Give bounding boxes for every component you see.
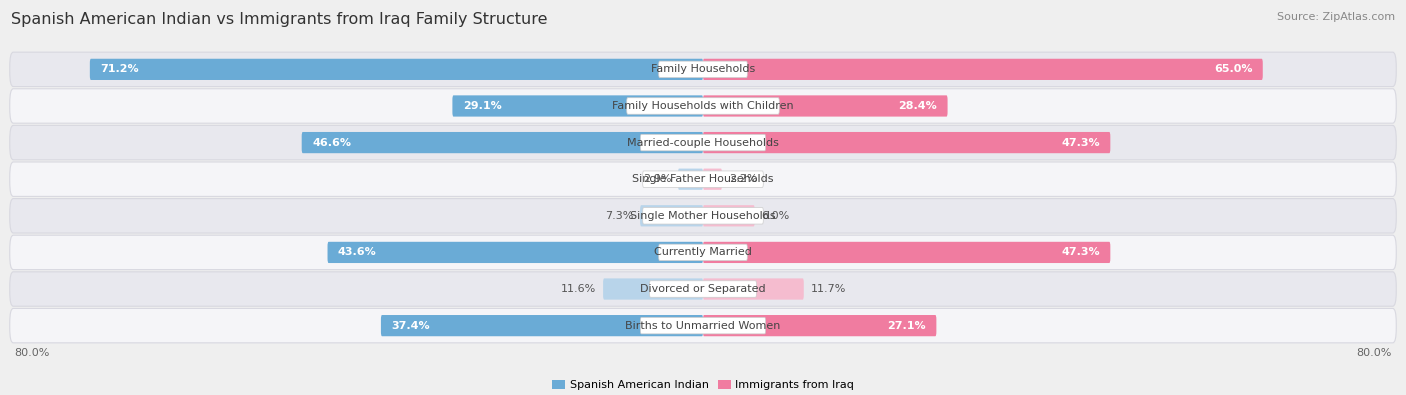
Text: 47.3%: 47.3%: [1062, 247, 1099, 258]
FancyBboxPatch shape: [703, 169, 721, 190]
Text: 43.6%: 43.6%: [337, 247, 377, 258]
FancyBboxPatch shape: [328, 242, 703, 263]
FancyBboxPatch shape: [10, 89, 1396, 123]
FancyBboxPatch shape: [10, 125, 1396, 160]
FancyBboxPatch shape: [10, 199, 1396, 233]
Text: 37.4%: 37.4%: [391, 321, 430, 331]
FancyBboxPatch shape: [10, 52, 1396, 87]
Text: Spanish American Indian vs Immigrants from Iraq Family Structure: Spanish American Indian vs Immigrants fr…: [11, 12, 548, 27]
Text: Births to Unmarried Women: Births to Unmarried Women: [626, 321, 780, 331]
FancyBboxPatch shape: [703, 132, 1111, 153]
Text: 29.1%: 29.1%: [463, 101, 502, 111]
Text: 80.0%: 80.0%: [1357, 348, 1392, 358]
FancyBboxPatch shape: [703, 278, 804, 300]
FancyBboxPatch shape: [703, 315, 936, 336]
Text: 46.6%: 46.6%: [312, 137, 352, 148]
Text: 71.2%: 71.2%: [100, 64, 139, 74]
Text: Family Households with Children: Family Households with Children: [612, 101, 794, 111]
FancyBboxPatch shape: [603, 278, 703, 300]
FancyBboxPatch shape: [302, 132, 703, 153]
Text: 27.1%: 27.1%: [887, 321, 927, 331]
Text: 47.3%: 47.3%: [1062, 137, 1099, 148]
Text: 11.7%: 11.7%: [811, 284, 846, 294]
FancyBboxPatch shape: [703, 205, 755, 226]
FancyBboxPatch shape: [650, 281, 756, 297]
FancyBboxPatch shape: [643, 171, 763, 188]
FancyBboxPatch shape: [640, 205, 703, 226]
Text: 7.3%: 7.3%: [605, 211, 633, 221]
Text: Source: ZipAtlas.com: Source: ZipAtlas.com: [1277, 12, 1395, 22]
FancyBboxPatch shape: [90, 59, 703, 80]
FancyBboxPatch shape: [10, 162, 1396, 196]
Text: Single Mother Households: Single Mother Households: [630, 211, 776, 221]
FancyBboxPatch shape: [658, 244, 748, 261]
Text: 11.6%: 11.6%: [561, 284, 596, 294]
FancyBboxPatch shape: [641, 134, 765, 151]
Text: 2.2%: 2.2%: [728, 174, 758, 184]
Legend: Spanish American Indian, Immigrants from Iraq: Spanish American Indian, Immigrants from…: [551, 380, 855, 390]
FancyBboxPatch shape: [643, 207, 763, 224]
FancyBboxPatch shape: [658, 61, 748, 77]
Text: 80.0%: 80.0%: [14, 348, 49, 358]
FancyBboxPatch shape: [678, 169, 703, 190]
Text: Single Father Households: Single Father Households: [633, 174, 773, 184]
Text: 2.9%: 2.9%: [643, 174, 671, 184]
Text: Currently Married: Currently Married: [654, 247, 752, 258]
Text: Married-couple Households: Married-couple Households: [627, 137, 779, 148]
FancyBboxPatch shape: [10, 272, 1396, 306]
FancyBboxPatch shape: [627, 98, 779, 114]
FancyBboxPatch shape: [703, 242, 1111, 263]
FancyBboxPatch shape: [453, 95, 703, 117]
FancyBboxPatch shape: [10, 235, 1396, 270]
FancyBboxPatch shape: [641, 318, 765, 334]
Text: 28.4%: 28.4%: [898, 101, 938, 111]
FancyBboxPatch shape: [10, 308, 1396, 343]
FancyBboxPatch shape: [703, 95, 948, 117]
Text: Divorced or Separated: Divorced or Separated: [640, 284, 766, 294]
Text: 65.0%: 65.0%: [1213, 64, 1253, 74]
Text: Family Households: Family Households: [651, 64, 755, 74]
FancyBboxPatch shape: [703, 59, 1263, 80]
Text: 6.0%: 6.0%: [762, 211, 790, 221]
FancyBboxPatch shape: [381, 315, 703, 336]
